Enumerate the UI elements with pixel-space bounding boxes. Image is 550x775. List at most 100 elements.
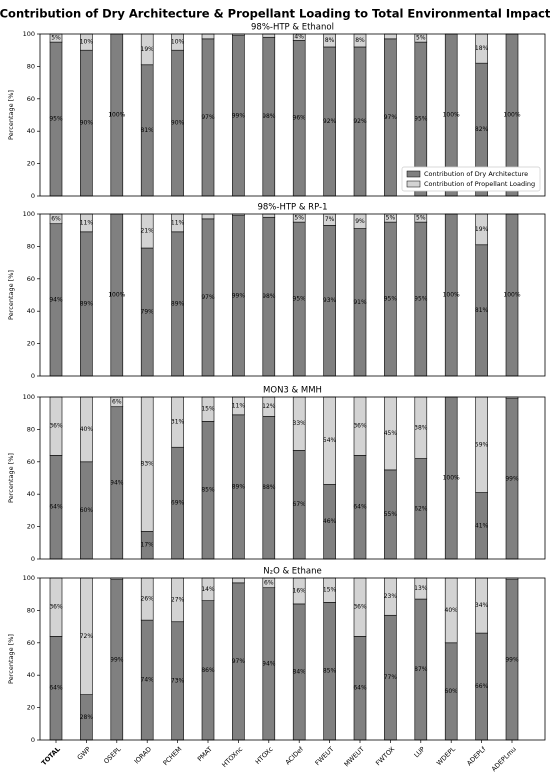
value-label: 41% — [475, 522, 489, 529]
legend-swatch — [406, 180, 421, 188]
bar-segment — [201, 213, 215, 220]
y-tick-label: 20 — [27, 340, 35, 348]
value-label: 36% — [353, 604, 367, 611]
y-tick-label: 80 — [27, 425, 35, 433]
value-label: 91% — [353, 299, 367, 306]
value-label: 74% — [141, 677, 155, 684]
value-label: 83% — [141, 461, 155, 468]
value-label: 38% — [414, 424, 428, 431]
plot-frame — [39, 213, 546, 377]
value-label: 64% — [49, 504, 63, 511]
value-label: 77% — [384, 674, 398, 681]
value-label: 11% — [80, 219, 94, 226]
value-label: 90% — [80, 120, 94, 127]
value-label: 45% — [384, 430, 398, 437]
value-label: 85% — [201, 487, 215, 494]
y-tick-label: 0 — [31, 192, 35, 200]
value-label: 13% — [414, 585, 428, 592]
figure-title: Contribution of Dry Architecture & Prope… — [0, 7, 550, 21]
y-tick-label: 100 — [23, 574, 35, 582]
value-label: 15% — [201, 406, 215, 413]
y-tick-label: 40 — [27, 307, 35, 315]
subplot-title: MON3 & MMH — [263, 386, 322, 396]
value-label: 97% — [384, 114, 398, 121]
value-label: 10% — [171, 39, 185, 46]
value-label: 62% — [414, 505, 428, 512]
value-label: 84% — [293, 668, 307, 675]
value-label: 79% — [141, 309, 155, 316]
y-axis-label: Percentage [%] — [7, 453, 15, 503]
value-label: 46% — [323, 518, 337, 525]
value-label: 18% — [475, 45, 489, 52]
y-tick-label: 80 — [27, 606, 35, 614]
value-label: 100% — [108, 292, 125, 299]
value-label: 34% — [475, 602, 489, 609]
value-label: 100% — [108, 112, 125, 119]
value-label: 26% — [141, 596, 155, 603]
y-axis-label: Percentage [%] — [7, 270, 15, 320]
value-label: 100% — [443, 112, 460, 119]
value-label: 94% — [110, 479, 124, 486]
value-label: 100% — [503, 112, 520, 119]
value-label: 15% — [323, 587, 337, 594]
value-label: 11% — [232, 402, 246, 409]
y-tick-label: 20 — [27, 523, 35, 531]
value-label: 93% — [323, 297, 337, 304]
value-label: 5% — [294, 215, 304, 222]
y-tick-label: 40 — [27, 490, 35, 498]
bar-segment — [262, 213, 276, 218]
subplot-title: N₂O & Ethane — [263, 567, 321, 577]
value-label: 94% — [262, 660, 276, 667]
value-label: 7% — [325, 216, 335, 223]
value-label: 36% — [49, 423, 63, 430]
value-label: 100% — [443, 475, 460, 482]
value-label: 99% — [110, 656, 124, 663]
value-label: 95% — [414, 116, 428, 123]
bar-segment — [201, 33, 215, 40]
bar-segment — [232, 577, 245, 584]
y-tick-label: 80 — [27, 242, 35, 250]
legend-label: Contribution of Propellant Loading — [424, 180, 535, 188]
value-label: 40% — [445, 607, 459, 614]
value-label: 27% — [171, 596, 185, 603]
value-label: 92% — [323, 118, 337, 125]
value-label: 99% — [505, 656, 519, 663]
value-label: 95% — [384, 296, 398, 303]
value-label: 60% — [80, 507, 94, 514]
value-label: 94% — [49, 296, 63, 303]
value-label: 95% — [49, 116, 63, 123]
bar-segment — [384, 33, 397, 40]
value-label: 19% — [141, 46, 155, 53]
bar-segment — [262, 33, 276, 38]
value-label: 5% — [416, 35, 426, 42]
value-label: 36% — [353, 423, 367, 430]
value-label: 19% — [475, 226, 489, 233]
y-tick-label: 60 — [27, 639, 35, 647]
value-label: 88% — [262, 484, 276, 491]
plot-frame — [39, 396, 546, 560]
value-label: 98% — [262, 113, 276, 120]
value-label: 86% — [201, 667, 215, 674]
value-label: 10% — [80, 39, 94, 46]
value-label: 23% — [384, 593, 398, 600]
y-tick-label: 20 — [27, 160, 35, 168]
value-label: 17% — [141, 542, 155, 549]
legend-box — [401, 166, 541, 192]
value-label: 89% — [80, 300, 94, 307]
y-tick-label: 60 — [27, 95, 35, 103]
value-label: 69% — [171, 500, 185, 507]
value-label: 64% — [353, 504, 367, 511]
value-label: 73% — [171, 677, 185, 684]
value-label: 82% — [475, 126, 489, 133]
value-label: 9% — [355, 218, 365, 225]
value-label: 33% — [293, 420, 307, 427]
value-label: 99% — [232, 112, 246, 119]
value-label: 12% — [262, 403, 276, 410]
y-tick-label: 100 — [23, 393, 35, 401]
value-label: 99% — [505, 475, 519, 482]
value-label: 5% — [416, 215, 426, 222]
value-label: 81% — [141, 127, 155, 134]
value-label: 28% — [80, 714, 94, 721]
value-label: 67% — [293, 501, 307, 508]
